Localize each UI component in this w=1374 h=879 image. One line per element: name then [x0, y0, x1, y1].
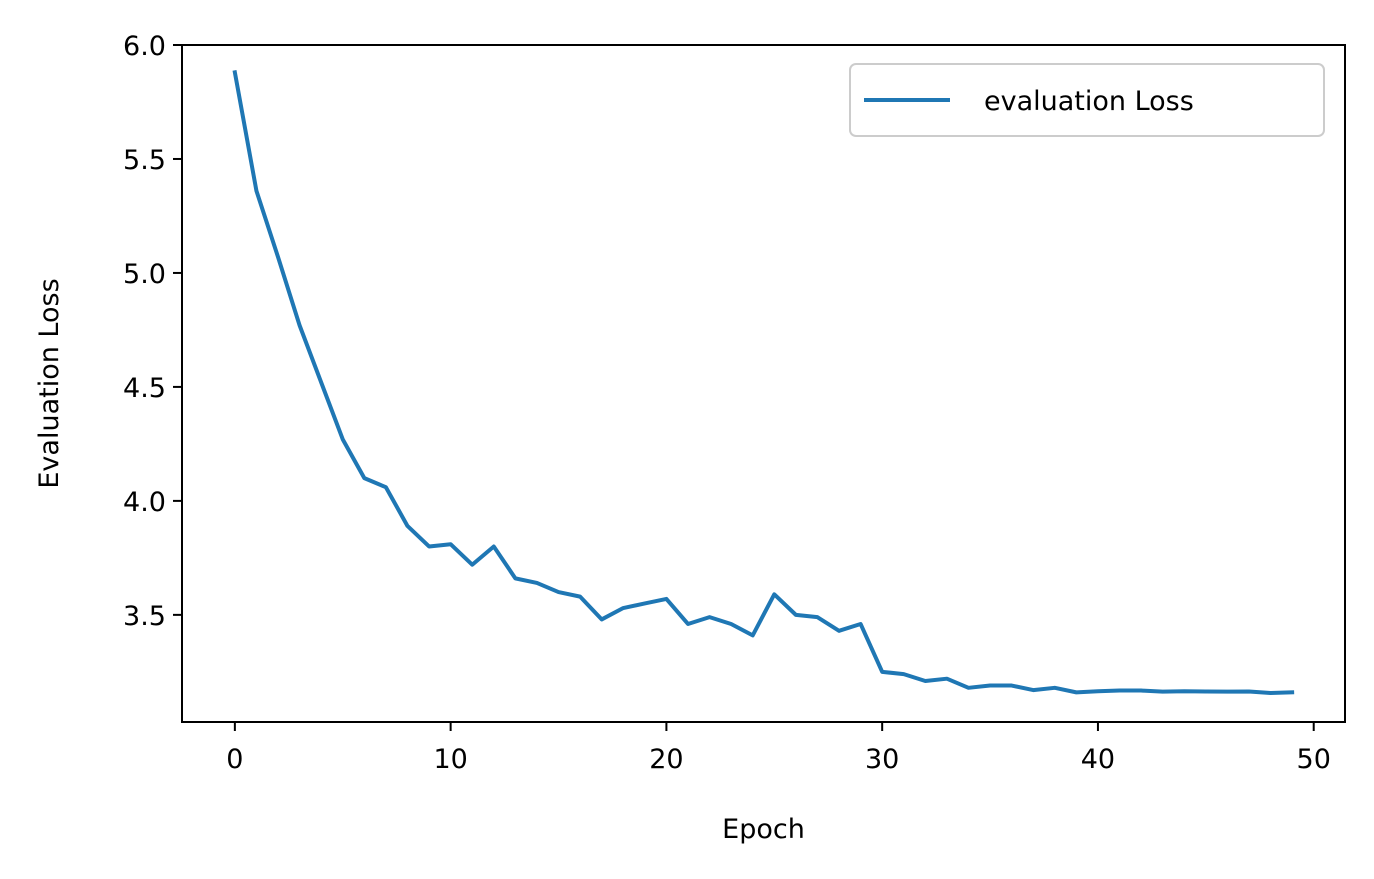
x-tick-label: 50	[1297, 744, 1331, 775]
y-tick-label: 5.0	[123, 259, 166, 290]
axes: 0 10 20 30 40 50 3.5 4.0 4.5 5.0 5.5 6.0	[123, 31, 1346, 775]
y-tick-label: 4.0	[123, 487, 166, 518]
y-axis-label: Evaluation Loss	[34, 278, 65, 488]
x-tick-label: 20	[649, 744, 683, 775]
legend-box	[849, 63, 1325, 137]
y-tick-label: 3.5	[123, 601, 166, 632]
y-tick-label: 5.5	[123, 145, 166, 176]
x-tick-label: 10	[433, 744, 467, 775]
x-tick-label: 0	[226, 744, 243, 775]
y-tick-label: 6.0	[123, 31, 166, 62]
x-tick-label: 40	[1081, 744, 1115, 775]
x-axis-label: Epoch	[722, 814, 805, 845]
series-line-0	[232, 70, 1295, 696]
plot-frame	[181, 44, 1346, 723]
y-tick-label: 4.5	[123, 373, 166, 404]
legend-entry-evaluation-loss: evaluation Loss	[984, 86, 1194, 117]
x-tick-label: 30	[865, 744, 899, 775]
plot-area	[232, 70, 1295, 696]
legend: evaluation Loss	[849, 63, 1325, 137]
